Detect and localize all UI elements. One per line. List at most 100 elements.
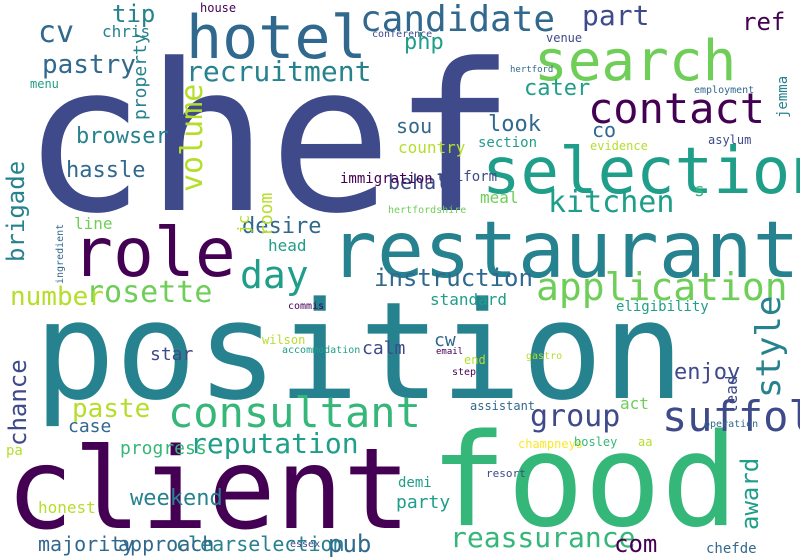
word-progress: s	[694, 180, 705, 201]
word-demi: calm	[362, 338, 406, 359]
word-immigration: lead	[722, 375, 741, 414]
word-tip: cv	[38, 15, 75, 50]
word-venue: uniform	[438, 169, 498, 185]
word-s: suffolk	[662, 392, 800, 441]
word-hassle: majority	[38, 532, 135, 556]
word-number: instruction	[374, 264, 533, 292]
word-desire: look	[488, 112, 541, 137]
word-asylum: meal	[480, 188, 519, 207]
word-end: hertford	[510, 65, 554, 75]
word-operation: wilson	[262, 333, 306, 347]
word-suffolk: honest	[38, 498, 96, 517]
word-browser: clearselection	[176, 532, 345, 556]
word-line: party	[396, 492, 451, 513]
word-food: food	[430, 407, 739, 556]
word-head: progress	[120, 438, 207, 459]
word-party: cw	[434, 330, 456, 351]
word-hertford: asylum	[708, 133, 752, 147]
word-step: conference	[372, 29, 433, 40]
word-section: head	[268, 236, 307, 255]
word-volume: eligibility	[616, 299, 709, 315]
word-clearselection: brigade	[2, 160, 30, 262]
word-reputation: reputation	[190, 427, 359, 460]
word-paste: desire	[242, 214, 322, 239]
word-pa: email	[436, 347, 464, 357]
word-champneys: hertfordshire	[388, 205, 467, 216]
word-part: style	[749, 295, 789, 398]
word-star: sou	[396, 114, 433, 138]
word-wilson: property	[130, 33, 151, 120]
word-ref: approach	[118, 532, 215, 556]
word-position: position	[34, 273, 685, 430]
word-look: tip	[112, 0, 156, 28]
word-employment: jemma	[775, 75, 791, 118]
word-aa: commis	[288, 301, 325, 312]
word-accommodation: menu	[30, 77, 59, 91]
word-group: group	[530, 399, 621, 434]
word-conference: evidence	[590, 139, 648, 153]
word-email: house	[200, 1, 237, 15]
word-co: php	[404, 30, 444, 55]
word-consultant: consultant	[168, 388, 421, 437]
word-assistant: jc	[234, 214, 253, 234]
word-meal: demi	[398, 475, 432, 491]
word-essex: step	[452, 367, 477, 378]
word-php: weekend	[130, 486, 223, 511]
word-style: gastro	[526, 351, 563, 362]
word-candidate: candidate	[360, 0, 556, 40]
word-day: day	[240, 253, 309, 297]
word-hotel: hotel	[186, 3, 367, 73]
word-commis: chris	[102, 22, 151, 41]
word-jemma: essex	[290, 539, 321, 550]
word-chance: champneys	[518, 437, 584, 451]
word-ingredient: chefde	[706, 541, 757, 557]
word-honest: com	[614, 530, 658, 558]
word-cv: volume	[175, 83, 210, 192]
word-com: paste	[72, 394, 151, 424]
word-uniform: act	[620, 394, 649, 413]
word-hertfordshire: venue	[546, 31, 583, 45]
word-instruction: cater	[524, 76, 591, 101]
word-sou: ref	[742, 8, 786, 36]
word-cw: enjoy	[674, 360, 741, 385]
word-house: section	[478, 135, 538, 151]
word-pastry: part	[582, 0, 650, 32]
word-role: role	[72, 214, 236, 293]
word-approach: award	[736, 457, 764, 530]
word-recruitment: recruitment	[186, 55, 372, 88]
word-contact: contact	[588, 84, 766, 133]
word-chef: chef	[22, 21, 516, 259]
word-calm: behalf	[388, 170, 461, 194]
word-lead: aa	[638, 435, 653, 449]
word-client: client	[6, 425, 411, 555]
word-award: bosley	[574, 435, 618, 449]
word-menu: country	[398, 138, 466, 157]
word-brigade: assistant	[470, 399, 536, 413]
word-rosette: rosette	[86, 275, 213, 310]
word-act: star	[150, 344, 194, 365]
word-evidence: line	[74, 214, 113, 233]
word-selection: selection	[482, 135, 800, 209]
word-reassurance: reassurance	[450, 521, 636, 554]
word-majority: chance	[4, 359, 32, 446]
word-eligibility: room	[256, 192, 277, 236]
word-pub: number	[10, 282, 104, 312]
word-weekend: pub	[328, 530, 372, 558]
word-restaurant: restaurant	[330, 206, 800, 296]
word-chris: immigration	[340, 171, 433, 187]
word-resort: accommodation	[282, 345, 361, 356]
word-application: application	[536, 265, 788, 309]
word-property: pa	[6, 443, 23, 459]
word-room: operation	[704, 419, 759, 430]
word-cater: pastry	[42, 50, 136, 80]
word-search: search	[534, 29, 737, 94]
word-country: standard	[430, 290, 508, 309]
word-chefde: end	[464, 353, 486, 367]
word-enjoy: browser	[76, 124, 169, 149]
word-bosley: ingredient	[55, 223, 66, 284]
word-standard: case	[68, 416, 112, 437]
word-case: co	[592, 118, 617, 142]
word-gastro: employment	[694, 85, 755, 96]
word-behalf: hassle	[66, 158, 146, 183]
